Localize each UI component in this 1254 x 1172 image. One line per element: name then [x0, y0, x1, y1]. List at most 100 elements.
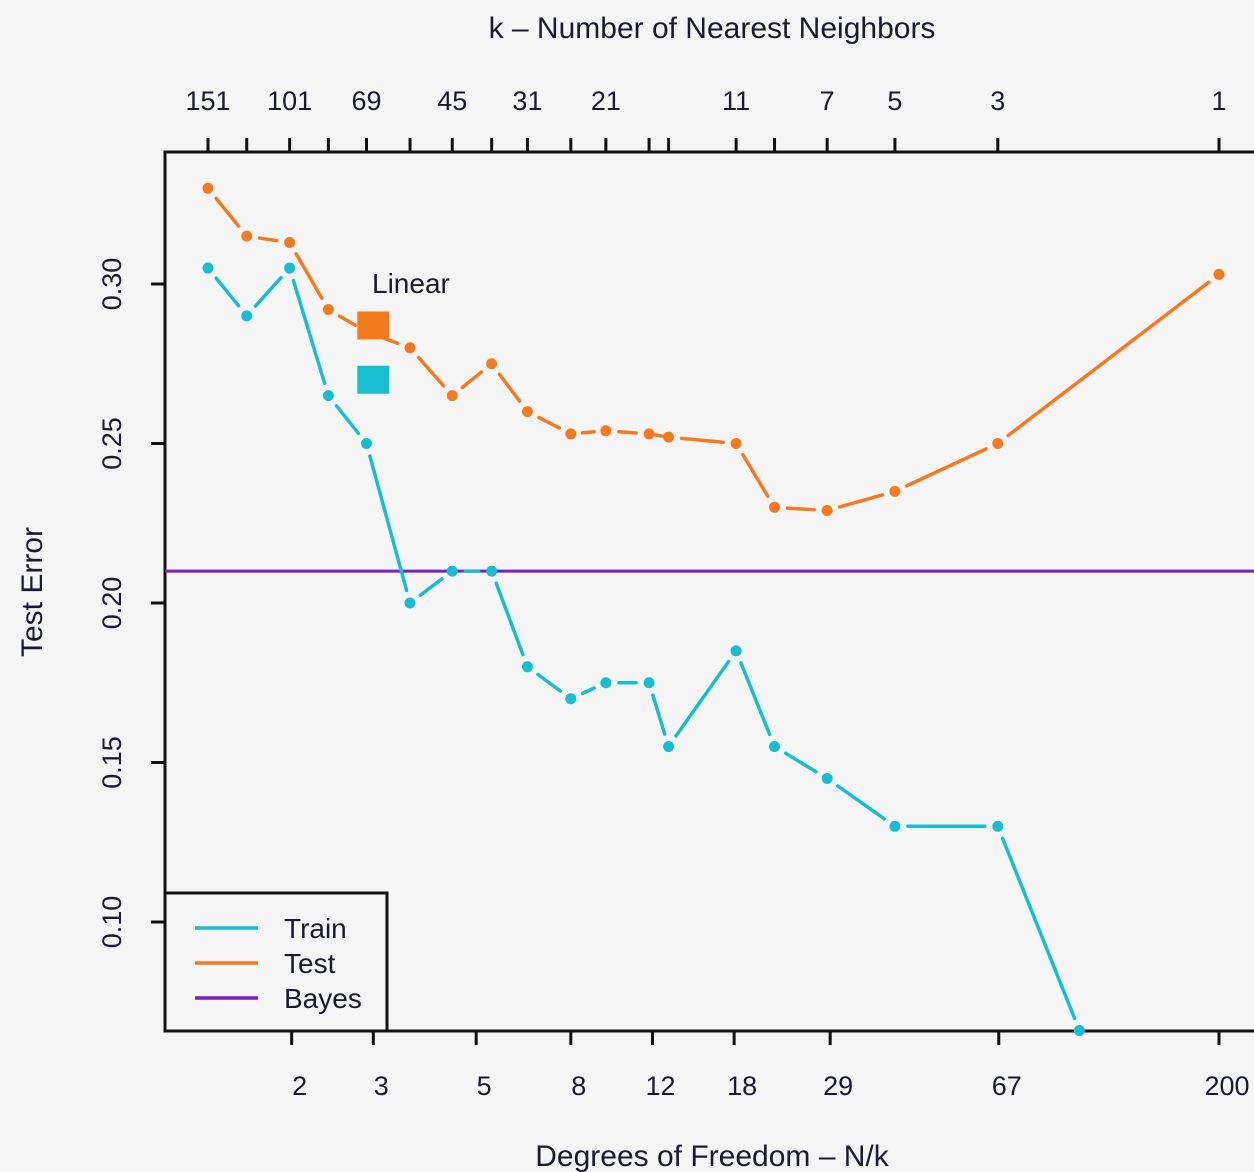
y-tick-label: 0.10: [97, 896, 127, 949]
plot-frame: [163, 150, 1254, 1033]
top-tick-label: 1: [1211, 86, 1226, 116]
series-layer: [202, 182, 1225, 1036]
test-point: [643, 428, 655, 440]
test-point: [663, 431, 675, 443]
y-tick-label: 0.20: [97, 577, 127, 630]
bottom-tick-label: 5: [477, 1071, 492, 1101]
test-segment: [294, 252, 324, 301]
test-point: [404, 342, 416, 354]
legend-label-train: Train: [284, 913, 347, 944]
train-segment: [536, 672, 563, 693]
top-tick-label: 3: [990, 86, 1005, 116]
test-segment: [837, 493, 885, 509]
top-tick-label: 11: [722, 86, 750, 116]
train-segment: [214, 276, 241, 308]
test-point: [600, 425, 612, 437]
test-point: [992, 438, 1004, 449]
test-point: [322, 304, 334, 316]
top-tick-label: 69: [351, 86, 381, 116]
test-segment: [497, 372, 522, 403]
train-segment: [783, 751, 818, 774]
test-point: [1213, 268, 1225, 280]
test-point: [446, 390, 458, 402]
train-segment: [368, 454, 409, 593]
test-segment: [653, 433, 664, 438]
test-point: [521, 406, 533, 418]
bottom-tick-label: 200: [1204, 1071, 1249, 1101]
linear-test-marker: [357, 311, 390, 340]
test-point: [889, 485, 901, 497]
train-segment: [674, 659, 731, 738]
test-segment: [460, 370, 484, 390]
train-point: [521, 661, 533, 673]
legend-label-test: Test: [284, 948, 336, 979]
test-point: [284, 237, 296, 249]
top-tick-label: 45: [437, 86, 467, 116]
y-tick-label: 0.15: [97, 736, 127, 789]
train-point: [821, 772, 833, 784]
test-point: [769, 501, 781, 513]
train-point: [663, 741, 675, 753]
train-point: [446, 565, 458, 577]
test-segment: [337, 314, 358, 328]
y-tick-label: 0.25: [97, 417, 127, 470]
train-point: [643, 677, 655, 689]
train-segment: [253, 275, 283, 308]
train-segment: [1000, 836, 1077, 1021]
train-point: [565, 693, 577, 705]
test-segment: [416, 355, 446, 388]
train-point: [889, 820, 901, 832]
top-tick-label: 31: [512, 86, 542, 116]
bottom-tick-label: 67: [992, 1071, 1022, 1101]
train-point: [360, 438, 372, 449]
test-point: [565, 428, 577, 440]
test-segment: [1006, 280, 1211, 438]
train-point: [241, 310, 253, 322]
train-point: [1073, 1024, 1085, 1036]
bottom-tick-label: 18: [727, 1071, 757, 1101]
train-point: [404, 597, 416, 609]
bottom-tick-label: 29: [823, 1071, 853, 1101]
train-point: [730, 645, 742, 657]
y-tick-label: 0.30: [97, 258, 127, 311]
bottom-tick-label: 12: [645, 1071, 675, 1101]
linear-annotation: Linear: [372, 268, 450, 299]
test-point: [730, 438, 742, 449]
test-segment: [617, 429, 638, 435]
test-segment: [257, 236, 279, 243]
test-segment: [741, 452, 770, 498]
train-segment: [494, 581, 525, 657]
top-tick-label: 7: [820, 86, 835, 116]
test-point: [202, 182, 214, 194]
top-tick-label: 5: [887, 86, 902, 116]
test-segment: [679, 436, 725, 445]
test-segment: [785, 506, 816, 512]
train-point: [486, 565, 498, 577]
train-segment: [836, 784, 887, 821]
bottom-tick-label: 2: [292, 1071, 307, 1101]
train-point: [322, 390, 334, 402]
train-point: [992, 820, 1004, 832]
top-tick-label: 21: [591, 86, 621, 116]
train-segment: [739, 661, 772, 737]
linear-train-marker: [357, 365, 390, 394]
x-axis-title: Degrees of Freedom – N/k: [535, 1140, 889, 1172]
train-segment: [580, 686, 596, 696]
train-point: [769, 741, 781, 753]
bottom-tick-label: 8: [571, 1071, 586, 1101]
y-axis-title: Test Error: [16, 527, 49, 657]
top-tick-label: 151: [185, 86, 230, 116]
bottom-tick-label: 3: [374, 1071, 389, 1101]
linear-layer: Linear: [357, 268, 450, 394]
train-point: [600, 677, 612, 689]
train-segment: [418, 577, 444, 597]
test-point: [486, 358, 498, 370]
train-segment: [334, 404, 361, 436]
top-axis-title: k – Number of Nearest Neighbors: [489, 12, 936, 45]
test-point: [241, 230, 253, 242]
legend-label-bayes: Bayes: [284, 983, 362, 1014]
train-segment: [291, 278, 327, 385]
test-segment: [537, 415, 562, 430]
